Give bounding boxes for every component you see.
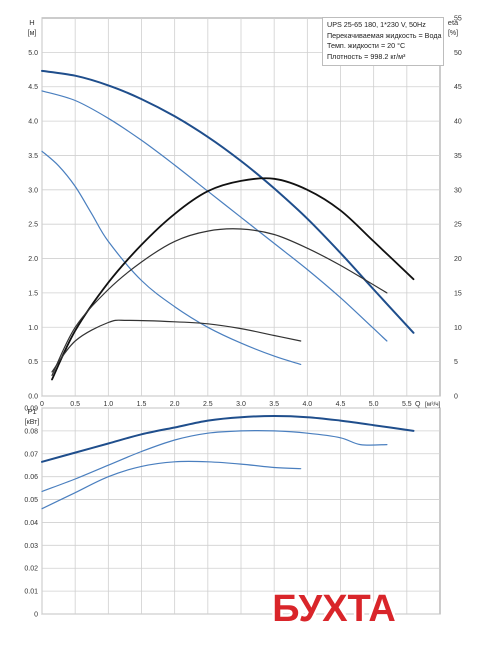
head-tick-label: 1.0 xyxy=(28,325,38,332)
efficiency-axis-label: eta xyxy=(448,18,459,27)
power-tick-label: 0.01 xyxy=(24,589,38,596)
power-tick-label: 0.07 xyxy=(24,451,38,458)
power-axis-unit: [кВт] xyxy=(25,419,40,426)
head-tick-label: 0.5 xyxy=(28,359,38,366)
x-tick-label: 4.0 xyxy=(302,401,312,408)
efficiency-tick-label: 15 xyxy=(454,290,462,297)
x-tick-label: 0 xyxy=(40,401,44,408)
efficiency-tick-label: 55 xyxy=(454,16,462,23)
head-tick-label: 0.0 xyxy=(28,394,38,401)
pump-info-box: UPS 25-65 180, 1*230 V, 50Hz Перекачивае… xyxy=(322,17,444,66)
x-tick-label: 5.5 xyxy=(402,401,412,408)
efficiency-tick-label: 35 xyxy=(454,153,462,160)
top-panel-series xyxy=(41,69,415,381)
head-tick-label: 2.5 xyxy=(28,222,38,229)
x-tick-label: 4.5 xyxy=(336,401,346,408)
x-tick-label: 3.5 xyxy=(269,401,279,408)
efficiency-tick-label: 25 xyxy=(454,222,462,229)
efficiency-tick-label: 10 xyxy=(454,325,462,332)
pump-model-title: UPS 25-65 180, 1*230 V, 50Hz xyxy=(327,20,426,29)
brand-stamp-text: БУХТА xyxy=(272,588,396,629)
power-tick-label: 0.03 xyxy=(24,543,38,550)
power-curve-2 xyxy=(41,430,388,493)
power-curve-3 xyxy=(41,460,302,510)
efficiency-tick-label: 5 xyxy=(454,359,458,366)
power-tick-label: 0.06 xyxy=(24,474,38,481)
efficiency-curve-5 xyxy=(51,228,388,376)
efficiency-curve-4 xyxy=(51,177,415,381)
head-tick-label: 3.5 xyxy=(28,153,38,160)
liquid-info: Перекачиваемая жидкость = Вода xyxy=(327,30,442,40)
brand-stamp-logo: БУХТА xyxy=(270,586,398,630)
efficiency-tick-label: 0 xyxy=(454,394,458,401)
power-panel: 0 0.01 0.02 0.03 0.04 0.05 0.06 0.07 0.08 0.09 P1… xyxy=(24,406,441,619)
x-tick-label: 2.0 xyxy=(170,401,180,408)
head-efficiency-panel: 0 0.5 1.0 1.5 2.0 2.5 3.0 3.5 4.0 4.5 5.0 5.5 0.0 0.5… xyxy=(28,16,462,409)
flow-axis-unit: [м³/ч] xyxy=(425,401,441,408)
power-tick-label: 0.05 xyxy=(24,497,38,504)
head-tick-label: 1.5 xyxy=(28,290,38,297)
power-curve-1 xyxy=(41,415,415,463)
power-tick-label: 0.02 xyxy=(24,566,38,573)
efficiency-tick-label: 45 xyxy=(454,84,462,91)
head-axis-label: H xyxy=(29,18,34,27)
head-curve-1 xyxy=(41,69,415,334)
density-info: Плотность = 998.2 кг/м³ xyxy=(327,51,406,61)
head-tick-label: 2.0 xyxy=(28,256,38,263)
efficiency-axis-unit: [%] xyxy=(448,30,458,37)
top-panel-tick-labels: 0 0.5 1.0 1.5 2.0 2.5 3.0 3.5 4.0 4.5 5.0 5.5 0.0 0.5… xyxy=(28,16,462,409)
head-axis-unit: [м] xyxy=(28,30,37,37)
efficiency-tick-label: 30 xyxy=(454,187,462,194)
bottom-panel-grid xyxy=(41,407,440,615)
x-tick-label: 1.5 xyxy=(137,401,147,408)
head-curve-3 xyxy=(41,150,302,365)
x-tick-label: 1.0 xyxy=(103,401,113,408)
power-tick-label: 0 xyxy=(34,612,38,619)
temperature-info: Темп. жидкости = 20 °C xyxy=(327,41,406,50)
x-tick-label: 5.0 xyxy=(369,401,379,408)
x-tick-label: 0.5 xyxy=(70,401,80,408)
efficiency-curve-6 xyxy=(51,319,302,373)
efficiency-tick-label: 20 xyxy=(454,256,462,263)
bottom-panel-tick-labels: 0 0.01 0.02 0.03 0.04 0.05 0.06 0.07 0.08 0.09 xyxy=(24,406,38,619)
head-tick-label: 3.0 xyxy=(28,187,38,194)
efficiency-tick-label: 50 xyxy=(454,50,462,57)
power-tick-label: 0.09 xyxy=(24,406,38,413)
head-tick-label: 4.5 xyxy=(28,84,38,91)
head-tick-label: 4.0 xyxy=(28,119,38,126)
bottom-panel-series xyxy=(41,415,415,510)
head-curve-2 xyxy=(41,90,388,342)
head-tick-label: 5.0 xyxy=(28,50,38,57)
power-tick-label: 0.04 xyxy=(24,520,38,527)
x-tick-label: 2.5 xyxy=(203,401,213,408)
power-tick-label: 0.08 xyxy=(24,428,38,435)
power-axis-label: P1 xyxy=(27,407,36,416)
top-panel-grid xyxy=(41,18,440,397)
flow-axis-label: Q xyxy=(415,401,421,408)
efficiency-tick-label: 40 xyxy=(454,119,462,126)
x-tick-label: 3.0 xyxy=(236,401,246,408)
